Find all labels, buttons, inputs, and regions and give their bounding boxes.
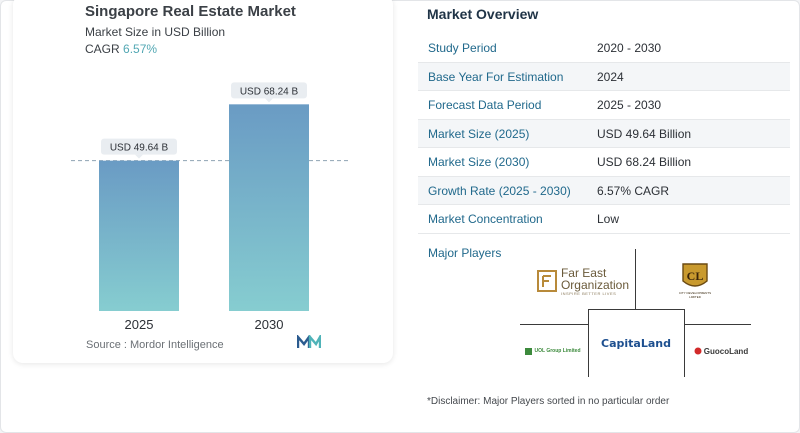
data-label-pointer xyxy=(265,98,273,103)
players-divider xyxy=(588,309,589,377)
city-developments-mark: CL xyxy=(687,269,704,283)
overview-row-value: USD 49.64 Billion xyxy=(597,126,692,141)
capitaland-name: CapitaLand xyxy=(601,336,671,350)
overview-row: Forecast Data Period 2025 - 2030 xyxy=(418,91,790,120)
market-overview-table: Study Period 2020 - 2030 Base Year For Est… xyxy=(418,34,790,234)
players-divider xyxy=(684,324,751,325)
guocoland-mark-icon xyxy=(694,347,702,355)
players-divider xyxy=(684,309,685,377)
data-label: USD 68.24 B xyxy=(240,86,299,97)
far-east-mark-icon xyxy=(536,270,557,292)
players-divider xyxy=(588,309,684,310)
overview-row-label: Market Concentration xyxy=(428,212,543,226)
x-tick-label: 2030 xyxy=(255,317,284,332)
guocoland-name: GuocoLand xyxy=(703,346,749,356)
mordor-intelligence-logo-icon xyxy=(297,335,321,348)
chart-card: Singapore Real Estate Market Market Size… xyxy=(13,0,393,363)
guocoland-logo: GuocoLand xyxy=(691,344,751,358)
overview-row-value: 2024 xyxy=(597,69,624,84)
overview-row-value: 6.57% CAGR xyxy=(597,183,670,198)
overview-row-label: Base Year For Estimation xyxy=(428,69,564,84)
disclaimer-text: *Disclaimer: Major Players sorted in no … xyxy=(427,396,670,407)
overview-row: Study Period 2020 - 2030 xyxy=(418,34,790,63)
overview-row-label: Forecast Data Period xyxy=(428,98,542,112)
players-divider xyxy=(635,249,636,309)
city-developments-caption: CITY DEVELOPMENTS LIMITED xyxy=(678,291,712,299)
data-label-background xyxy=(101,138,177,155)
data-label-pointer xyxy=(135,154,143,159)
data-label: USD 49.64 B xyxy=(110,143,169,154)
overview-row: Market Size (2025) USD 49.64 Billion xyxy=(418,119,790,148)
bar xyxy=(99,160,179,311)
overview-row-label: Market Size (2030) xyxy=(428,155,530,169)
source-text: Source : Mordor Intelligence xyxy=(86,339,224,351)
overview-row-value: Low xyxy=(597,212,620,226)
chart-subtitle: Market Size in USD Billion xyxy=(85,25,226,39)
cagr-line: CAGR 6.57% xyxy=(85,42,157,56)
uol-group-logo: UOL Group Limited xyxy=(524,344,582,358)
cagr-label: CAGR xyxy=(85,42,120,56)
uol-mark-icon xyxy=(525,347,533,355)
overview-row-value: USD 68.24 Billion xyxy=(597,155,692,169)
overview-row-label: Market Size (2025) xyxy=(428,126,530,141)
far-east-tagline: INSPIRE BETTER LIVES xyxy=(560,290,617,296)
x-tick-label: 2025 xyxy=(125,317,154,332)
bar xyxy=(229,104,309,311)
city-developments-logo: CL CITY DEVELOPMENTS LIMITED xyxy=(673,257,717,303)
overview-row: Growth Rate (2025 - 2030) 6.57% CAGR xyxy=(418,176,790,205)
far-east-organization-logo: Far East Organization INSPIRE BETTER LIV… xyxy=(533,261,633,301)
overview-row-label: Study Period xyxy=(428,41,497,55)
city-developments-crest-icon: CL xyxy=(682,263,708,287)
chart-title: Singapore Real Estate Market xyxy=(85,3,296,20)
data-label-background xyxy=(231,82,307,99)
far-east-name: Far East xyxy=(560,265,607,280)
players-divider xyxy=(520,324,588,325)
overview-row-value: 2020 - 2030 xyxy=(597,41,662,55)
overview-row-value: 2025 - 2030 xyxy=(597,98,662,112)
market-overview-title: Market Overview xyxy=(427,6,539,22)
overview-row: Market Size (2030) USD 68.24 Billion xyxy=(418,148,790,177)
overview-row-label: Growth Rate (2025 - 2030) xyxy=(428,183,571,198)
major-players-label: Major Players xyxy=(428,246,502,260)
cagr-value: 6.57% xyxy=(123,42,158,56)
capitaland-logo: CapitaLand xyxy=(601,331,671,355)
far-east-name: Organization xyxy=(560,277,630,292)
overview-row: Market Concentration Low xyxy=(418,205,790,234)
uol-name: UOL Group Limited xyxy=(534,348,581,354)
bar-chart: USD 49.64 B 2025 USD 68.24 B 2030 xyxy=(71,82,349,332)
overview-row: Base Year For Estimation 2024 xyxy=(418,62,790,91)
